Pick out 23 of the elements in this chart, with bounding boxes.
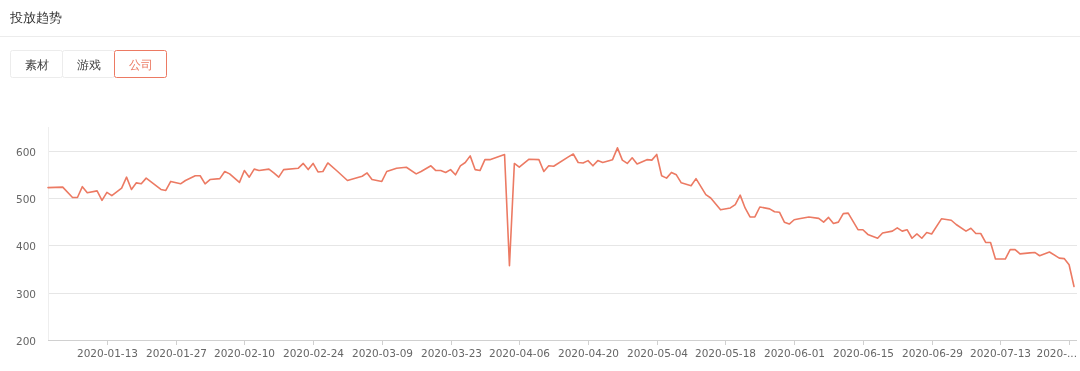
x-tick-label: 2020-05-04 — [626, 347, 689, 359]
x-tick-label: 2020-06-15 — [832, 347, 895, 359]
tabs: 素材 游戏 公司 — [10, 50, 167, 78]
y-tick-label: 600 — [15, 145, 36, 158]
x-tick-label: 2020-02-10 — [213, 347, 276, 359]
x-tick-label: 2020-06-29 — [901, 347, 964, 359]
x-tick-label: 2020-06-01 — [763, 347, 826, 359]
x-tick-label: 2020-04-06 — [488, 347, 551, 359]
x-tick-label: 2020-03-23 — [420, 347, 483, 359]
x-tick-label: 2020-05-18 — [694, 347, 757, 359]
x-tick-label: 2020-07-13 — [969, 347, 1032, 359]
x-tick-label: 2020-01-13 — [76, 347, 139, 359]
y-tick-label: 200 — [15, 334, 36, 347]
y-tick-label: 400 — [15, 239, 36, 252]
y-tick-label: 500 — [15, 192, 36, 205]
x-tick-label: 2020-02-24 — [282, 347, 345, 359]
y-tick-label: 300 — [15, 287, 36, 300]
chart-title: 投放趋势 — [9, 10, 62, 25]
line-series — [47, 147, 1075, 288]
x-tick-label: 2020-04-20 — [557, 347, 620, 359]
x-tick-label: 2020-03-09 — [351, 347, 414, 359]
x-tick-label: 2020-... — [1036, 347, 1077, 359]
x-tick-label: 2020-01-27 — [145, 347, 208, 359]
